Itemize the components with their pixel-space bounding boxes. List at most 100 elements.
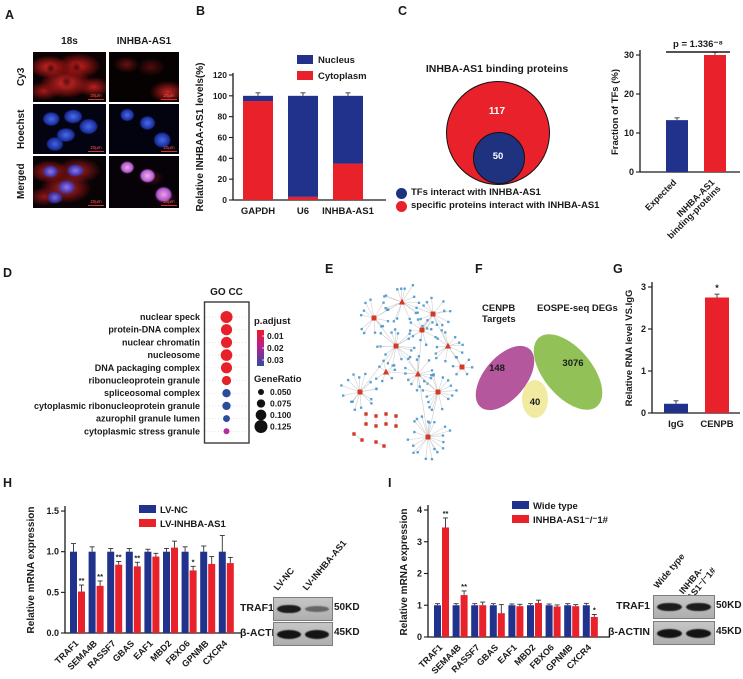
bar-LV-NC-FBXO6 [181, 551, 189, 633]
network-leaf-node [352, 373, 355, 376]
network-hub-node [419, 327, 425, 333]
blot-band [277, 604, 301, 614]
network-leaf-node [412, 295, 416, 298]
y-tick-label: 0 [629, 167, 634, 177]
bar-LV-NC-SEMA4B [88, 551, 96, 633]
network-leaf-node [386, 319, 390, 323]
network-leaf-node [385, 308, 389, 312]
bar-INHBA-AS1⁻/⁻1#-SEMA4B [460, 595, 468, 637]
network-leaf-node [455, 356, 458, 359]
micrograph-merged-18s: 20μm [33, 156, 106, 208]
network-leaf-node [382, 301, 385, 304]
network-leaf-node [440, 407, 444, 411]
network-leaf-node [362, 331, 366, 335]
y-tick-label: 1 [417, 600, 422, 610]
x-tick-label: GBAS [475, 642, 500, 667]
go-dot [220, 362, 233, 374]
generatio-tick: 0.100 [270, 410, 292, 420]
panel-a-label: A [5, 8, 15, 22]
network-leaf-node [390, 377, 394, 380]
network-leaf-node [419, 338, 422, 342]
x-tick-label: Expected [643, 177, 678, 212]
network-chain-node [374, 440, 378, 444]
network-leaf-node [406, 438, 410, 441]
y-tick-label: 20 [218, 174, 228, 184]
network-leaf-node [423, 380, 426, 383]
network-leaf-node [359, 406, 363, 409]
bar-Wide type-FBXO6 [545, 605, 553, 637]
network-chain-node [382, 444, 386, 448]
bar-LV-INHBA-AS1-GPNMB [208, 563, 216, 633]
panel-f-label: F [475, 262, 483, 276]
y-tick-label: 100 [213, 91, 227, 101]
network-leaf-node [441, 434, 445, 437]
blot-row-label: β-ACTIN [608, 626, 650, 638]
network-leaf-node [441, 323, 444, 327]
bar-Wide type-EAF1 [508, 605, 516, 637]
y-tick-label: 3 [641, 282, 646, 292]
y-tick-label: 20 [624, 89, 634, 99]
network-leaf-node [369, 298, 372, 301]
panel-e-label: E [325, 262, 334, 276]
blot-kd-label: 45KD [334, 627, 360, 638]
network-leaf-node [380, 325, 383, 328]
y-tick-label: 10 [624, 128, 634, 138]
scale-bar: 20μm [88, 145, 104, 152]
scale-bar: 20μm [88, 93, 104, 100]
bar-LV-INHBA-AS1-GBAS [133, 566, 141, 633]
network-leaf-node [393, 328, 397, 331]
network-hub-node [382, 368, 390, 375]
network-leaf-node [416, 318, 420, 321]
network-leaf-node [359, 313, 363, 317]
go-dot [220, 336, 233, 348]
padjust-colorbar [257, 330, 264, 366]
network-leaf-node [410, 349, 413, 352]
bar-Wide type-RASSF7 [471, 605, 479, 637]
network-leaf-node [426, 319, 429, 322]
y-tick-label: 3 [417, 537, 422, 547]
micrograph-hoechst-18s: 20μm [33, 104, 106, 154]
bar-LV-NC-GPNMB [200, 551, 208, 633]
go-term-label: cytoplasmic ribonucleoprotein granule [34, 401, 200, 411]
network-leaf-node [404, 372, 407, 375]
network-leaf-node [451, 394, 454, 397]
bar-INHBA-AS1⁻/⁻1#-GBAS [497, 613, 505, 637]
western-blot-h: LV-NC LV-INHBA-AS1 TRAF1 50KD β-ACTIN 45KD [240, 480, 382, 679]
network-leaf-node [443, 309, 446, 313]
network-chain-node [364, 422, 368, 426]
bar-LV-INHBA-AS1-EAF1 [152, 556, 160, 633]
network-hub-node [398, 298, 406, 305]
bar-LV-NC-GBAS [125, 551, 133, 633]
network-leaf-node [375, 387, 378, 390]
bar-INHBA-AS1⁻/⁻1#-EAF1 [516, 606, 524, 637]
network-leaf-node [446, 379, 450, 382]
network-leaf-node [451, 364, 455, 368]
network-hub-node [444, 342, 452, 349]
network-leaf-node [370, 402, 373, 405]
generatio-dot [258, 389, 264, 395]
generatio-tick: 0.050 [270, 387, 292, 397]
network-leaf-node [420, 415, 424, 418]
network-chain-node [384, 422, 388, 426]
go-dot [220, 310, 233, 324]
network-chain-node [352, 432, 356, 436]
y-tick-label: 0.0 [46, 628, 59, 638]
y-tick-label: 4 [417, 505, 422, 515]
network-leaf-node [436, 450, 439, 454]
network-leaf-node [410, 382, 413, 386]
venn-c-outer-value: 117 [488, 106, 506, 117]
y-tick-label: 0 [417, 632, 422, 642]
go-term-label: nuclear chromatin [122, 337, 200, 347]
network-leaf-node [340, 384, 343, 387]
panel-c-label: C [398, 4, 408, 18]
network-leaf-node [436, 337, 439, 340]
network-leaf-node [425, 327, 429, 330]
bar-CENPB [705, 297, 729, 413]
bar-LV-NC-EAF1 [144, 551, 152, 633]
x-tick-label: INHBA-AS1 [322, 206, 374, 217]
network-leaf-node [441, 447, 445, 450]
venn-c-legend-tfs: TFs interact with INHBA-AS1 [411, 187, 541, 198]
padjust-tick: 0.01 [267, 331, 284, 341]
bar-LV-INHBA-AS1-MBD2 [171, 547, 178, 633]
micrograph-cy3-18s: 20μm [33, 52, 106, 102]
